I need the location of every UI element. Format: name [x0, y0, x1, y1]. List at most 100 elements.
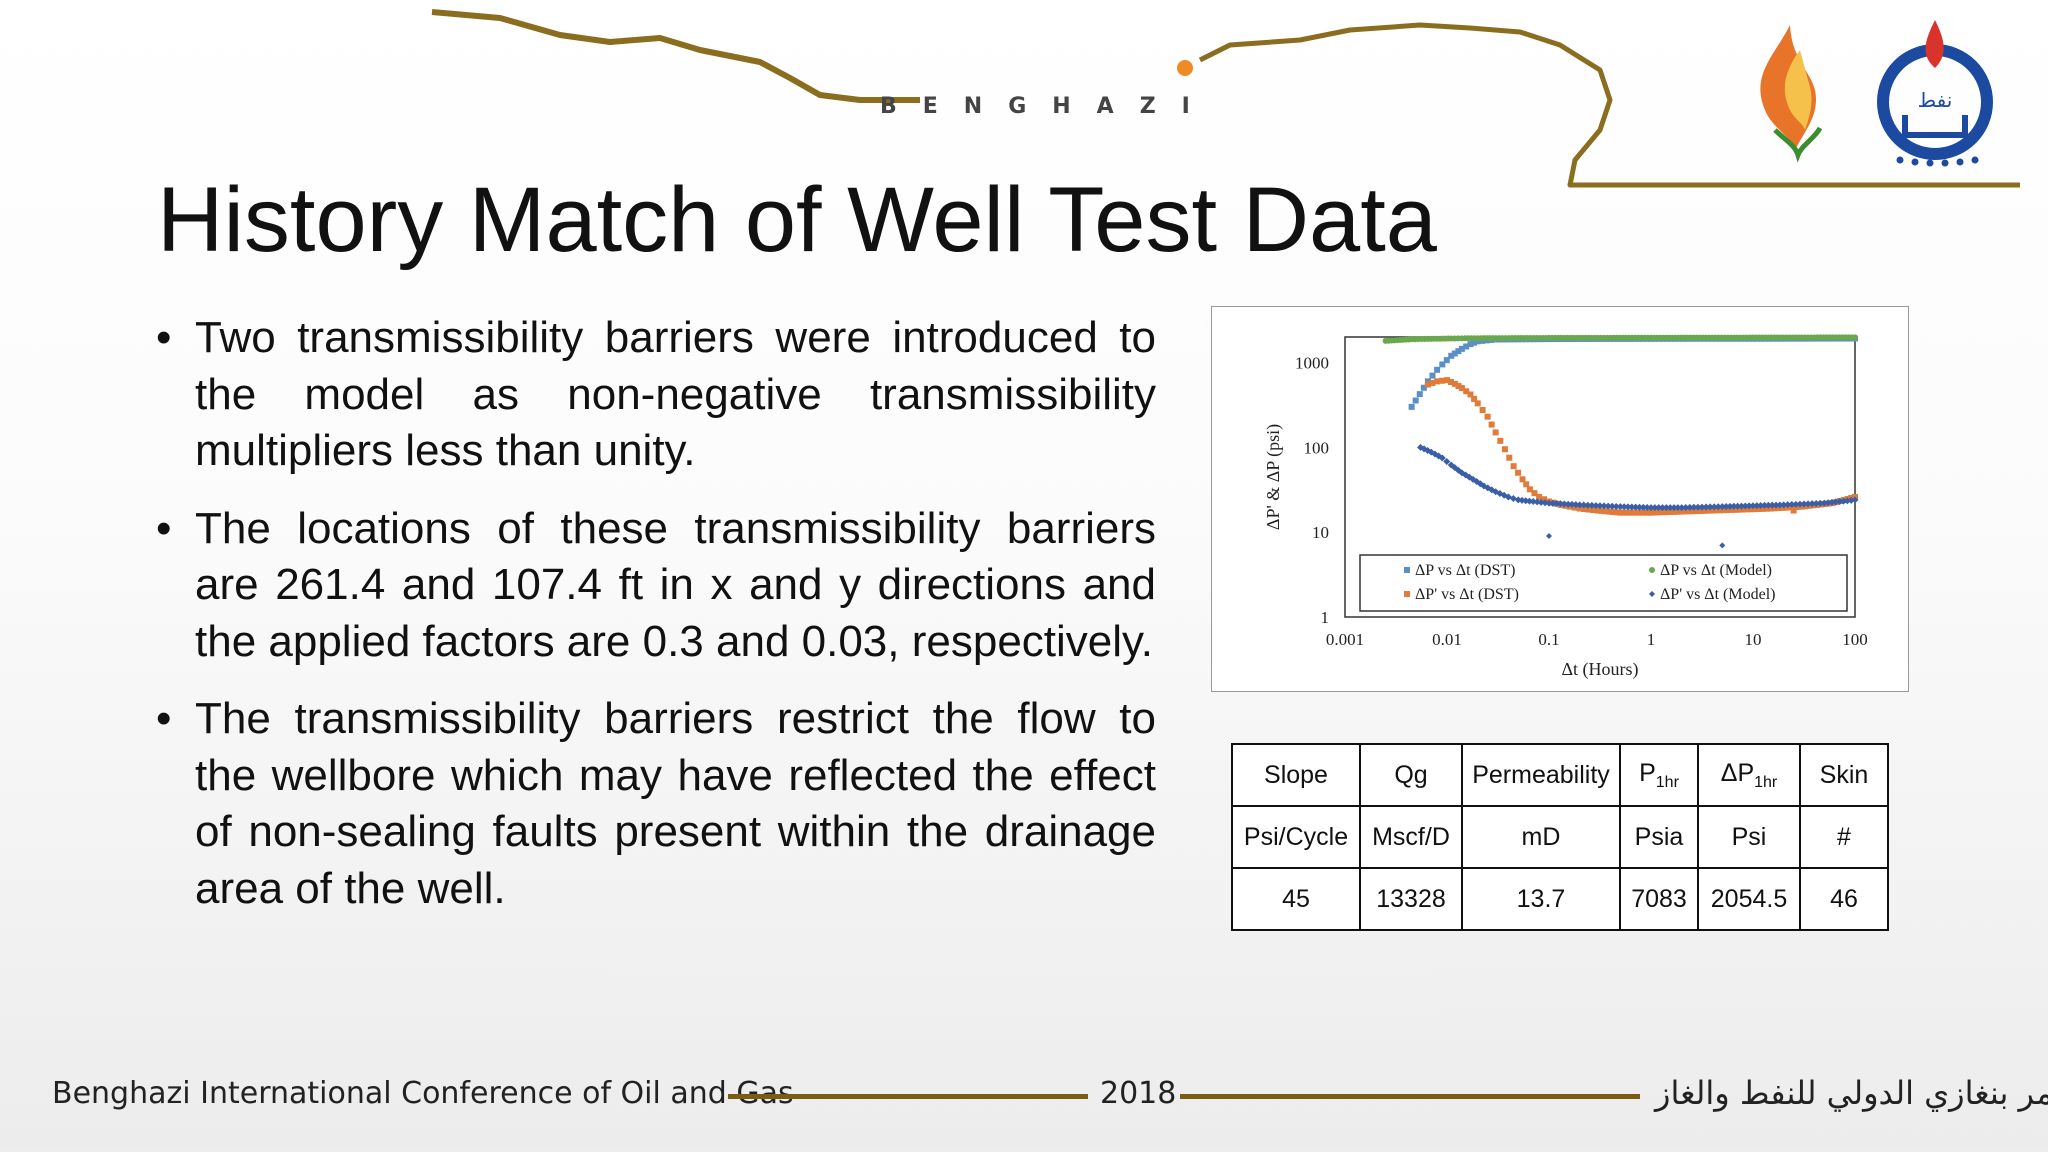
table-cell: Mscf/D	[1359, 805, 1463, 869]
data-point	[1734, 502, 1742, 510]
data-point	[1620, 503, 1628, 511]
data-point	[1566, 503, 1573, 510]
x-tick-label: 10	[1745, 630, 1762, 649]
bullet-list: • Two transmissibility barriers were int…	[150, 310, 1156, 938]
table-header-cell: ΔP1hr	[1697, 743, 1801, 807]
data-point	[1519, 476, 1526, 483]
data-point	[1767, 505, 1774, 512]
coastline-line-right	[1198, 22, 2020, 188]
legend-marker	[1404, 567, 1410, 573]
benghazi-marker	[1177, 60, 1193, 76]
y-tick-label: 100	[1304, 438, 1330, 457]
data-point	[1412, 397, 1419, 404]
table-cell: mD	[1461, 805, 1621, 869]
noc-logo: نفط	[1877, 20, 1993, 167]
data-point	[1674, 508, 1681, 515]
data-point	[1713, 507, 1720, 514]
data-point	[1667, 508, 1674, 515]
data-point	[1816, 499, 1824, 507]
subscript: 1hr	[1754, 773, 1778, 791]
data-point	[1636, 509, 1643, 516]
data-point	[1452, 380, 1459, 387]
data-point	[1479, 337, 1486, 344]
data-point	[1429, 379, 1436, 386]
data-point	[1537, 498, 1545, 506]
table-cell: 13.7	[1461, 867, 1621, 931]
data-point	[1510, 463, 1517, 470]
data-point	[1775, 505, 1782, 512]
data-point	[1690, 508, 1697, 515]
table-header-cell: Slope	[1231, 743, 1361, 807]
data-point	[1480, 482, 1488, 490]
data-point	[1408, 403, 1415, 410]
data-point	[1851, 496, 1859, 504]
subscript: 1hr	[1655, 773, 1679, 791]
data-point	[1515, 469, 1522, 476]
data-point	[1458, 385, 1465, 392]
data-point	[1752, 506, 1759, 513]
data-point	[1557, 500, 1565, 508]
footer-rule-left	[728, 1094, 1088, 1099]
data-point	[1549, 499, 1557, 507]
flame-logo	[1760, 25, 1823, 163]
data-point	[1434, 378, 1441, 385]
data-point	[1709, 507, 1716, 514]
data-point	[1598, 507, 1605, 514]
data-point	[1509, 494, 1517, 502]
table-cell: Psi/Cycle	[1231, 805, 1361, 869]
data-point	[1455, 348, 1462, 355]
data-point	[1531, 490, 1538, 497]
data-point	[1560, 500, 1568, 508]
data-point	[1596, 502, 1604, 510]
data-point	[1458, 345, 1465, 352]
data-point	[1585, 506, 1592, 513]
data-point	[1671, 508, 1678, 515]
data-point	[1613, 509, 1620, 516]
data-point	[1602, 508, 1609, 515]
slide-title: History Match of Well Test Data	[157, 169, 1437, 271]
data-point	[1682, 503, 1690, 511]
data-point	[1780, 501, 1788, 509]
table-cell: 7083	[1619, 867, 1699, 931]
data-point	[1728, 506, 1735, 513]
data-point-outlier	[1719, 542, 1726, 549]
y-tick-label: 10	[1312, 523, 1329, 542]
data-point	[1571, 504, 1578, 511]
data-point	[1590, 507, 1597, 514]
data-point	[1686, 503, 1694, 511]
footer-conference: Benghazi International Conference of Oil…	[52, 1076, 794, 1111]
data-point	[1572, 501, 1580, 509]
data-point	[1783, 504, 1790, 511]
data-point	[1416, 391, 1423, 398]
x-tick-label: 0.001	[1326, 630, 1364, 649]
data-point	[1463, 343, 1470, 350]
data-point	[1736, 506, 1743, 513]
x-tick-label: 0.1	[1538, 630, 1559, 649]
data-point	[1448, 379, 1455, 386]
bullet-text: The locations of these transmissibility …	[195, 503, 1156, 666]
data-point	[1651, 509, 1658, 516]
data-point	[1616, 503, 1624, 511]
data-point	[1451, 464, 1459, 472]
data-point	[1443, 457, 1451, 465]
legend-label: ΔP vs Δt (DST)	[1415, 562, 1515, 579]
data-point	[1525, 497, 1533, 505]
data-point	[1748, 506, 1755, 513]
data-point	[1745, 502, 1753, 510]
x-tick-label: 0.01	[1432, 630, 1462, 649]
footer-arabic-title: مؤتمر بنغازي الدولي للنفط والغاز	[1655, 1074, 2048, 1112]
data-point	[1802, 503, 1809, 510]
legend-label: ΔP' vs Δt (Model)	[1660, 586, 1775, 603]
data-point	[1732, 506, 1739, 513]
data-point	[1467, 391, 1474, 398]
data-point	[1609, 508, 1616, 515]
data-point	[1632, 503, 1640, 511]
data-point	[1655, 504, 1663, 512]
data-point	[1655, 509, 1662, 516]
data-point	[1772, 501, 1780, 509]
data-point	[1643, 503, 1651, 511]
data-point	[1496, 489, 1504, 497]
data-point	[1737, 502, 1745, 510]
bullet-text: The transmissibility barriers restrict t…	[195, 694, 1156, 913]
data-point	[1788, 501, 1796, 509]
